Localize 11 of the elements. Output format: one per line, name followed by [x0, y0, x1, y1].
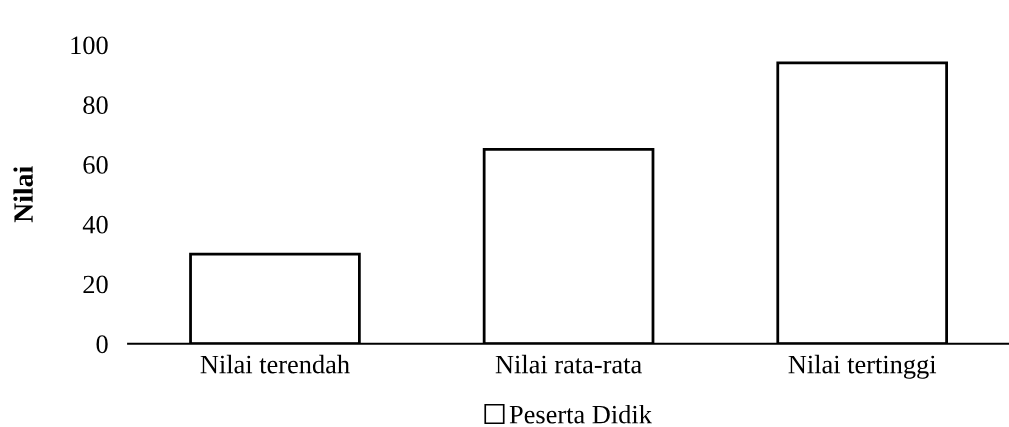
y-tick-label: 40	[82, 215, 108, 234]
y-tick-label: 20	[83, 275, 108, 294]
x-tick-label: Nilai rata-rata	[495, 354, 642, 374]
y-tick-label: 60	[83, 156, 108, 174]
x-tick-label: Nilai tertinggi	[788, 354, 937, 379]
y-tick-label: 80	[83, 96, 108, 115]
y-tick-label: 100	[71, 36, 108, 55]
y-axis-title: Nilai	[13, 166, 33, 223]
legend-label: Peserta Didik	[509, 404, 652, 424]
y-tick-label: 0	[96, 335, 108, 354]
x-tick-label: Nilai terendah	[200, 354, 350, 374]
